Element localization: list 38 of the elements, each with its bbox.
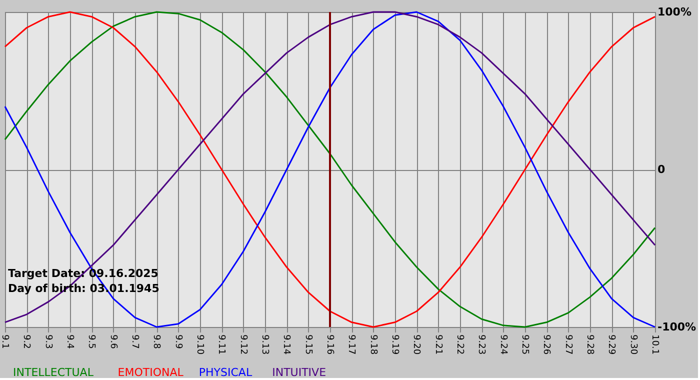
- x-tick-label: 9.16: [324, 334, 334, 355]
- x-tick-label: 9.18: [368, 334, 378, 355]
- x-tick-label: 9.15: [302, 334, 313, 355]
- x-tick-label: 9.8: [151, 334, 162, 350]
- x-tick-label: 9.19: [390, 334, 400, 355]
- x-tick-label: 9.3: [42, 334, 53, 349]
- text: EMOTIONAL: [118, 366, 184, 379]
- x-tick-label: 9.14: [281, 334, 292, 355]
- text: INTELLECTUAL: [13, 366, 94, 379]
- x-tick-label: 10.1: [650, 334, 660, 355]
- x-tick-label: 9.12: [238, 334, 248, 355]
- x-tick-label: 9.17: [346, 334, 356, 355]
- x-tick-label: 9.10: [194, 334, 204, 355]
- x-tick-label: 9.25: [520, 334, 530, 355]
- y-tick-label: -100%: [658, 320, 696, 334]
- x-tick-label: 9.26: [541, 334, 552, 355]
- y-tick-label: 100%: [658, 6, 692, 18]
- x-tick-label: 9.30: [628, 334, 638, 355]
- x-tick-label: 9.28: [584, 334, 594, 355]
- x-tick-label: 9.29: [606, 334, 616, 355]
- x-tick-label: 9.23: [476, 334, 486, 355]
- text: PHYSICAL: [198, 366, 253, 379]
- x-tick-label: 9.21: [432, 334, 443, 355]
- x-tick-label: 9.20: [411, 334, 422, 355]
- x-tick-label: 9.4: [64, 334, 74, 350]
- x-tick-label: 9.9: [172, 334, 183, 350]
- x-tick-label: 9.5: [86, 334, 96, 349]
- y-tick-label: 0: [658, 163, 666, 176]
- text: INTUITIVE: [272, 366, 326, 379]
- x-tick-label: 9.13: [260, 334, 270, 355]
- x-tick-label: 9.24: [498, 334, 508, 355]
- x-tick-label: 9.11: [216, 334, 226, 355]
- x-tick-label: 9.22: [454, 334, 464, 355]
- x-tick-label: 9.2: [21, 334, 32, 349]
- x-tick-label: 9.6: [108, 334, 118, 350]
- x-tick-label: 9.7: [130, 334, 140, 349]
- x-tick-label: 9.1: [0, 334, 10, 349]
- x-tick-label: 9.27: [562, 334, 573, 355]
